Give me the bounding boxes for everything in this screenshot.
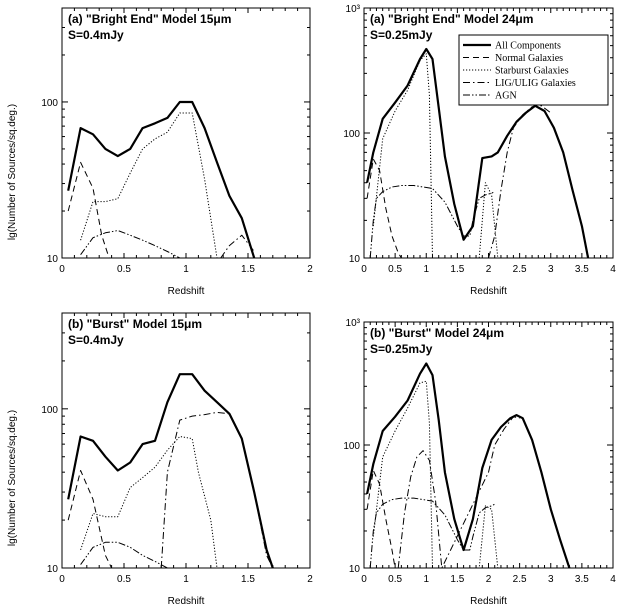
y-tick-label: 100 [343, 129, 360, 140]
series-line-normal-galaxies [366, 158, 402, 258]
x-tick-label: 4 [610, 264, 616, 275]
x-tick-label: 3 [548, 264, 554, 275]
series-line-agn [369, 185, 495, 258]
series-line-agn [80, 230, 181, 258]
legend-label-lig-ulig-galaxies: LIG/ULIG Galaxies [495, 78, 576, 89]
legend-label-agn: AGN [495, 91, 517, 102]
ylabel-top: lg(Number of Sources/sq.deg.) [7, 104, 18, 240]
x-tick-label: 3.5 [575, 574, 589, 585]
x-axis-label: Redshift [470, 596, 507, 607]
series-line-starburst-galaxies [372, 380, 499, 568]
x-tick-label: 2 [486, 264, 492, 275]
panel-subtitle: S=0.25mJy [370, 342, 433, 356]
x-tick-label: 0.5 [388, 264, 402, 275]
panel-subtitle: S=0.4mJy [68, 333, 124, 347]
y-tick-label: 100 [41, 405, 58, 416]
plot-frame [61, 312, 311, 569]
x-tick-label: 2 [307, 264, 313, 275]
chart-panel-3: 0 0.5 1 1.5 2 10 100 Redshift (b) "Burst" Model … [41, 312, 313, 607]
x-tick-label: 1 [423, 574, 429, 585]
x-tick-label: 3.5 [575, 264, 589, 275]
series-line-normal-galaxies [67, 161, 110, 258]
x-tick-label: 0 [361, 264, 367, 275]
y-tick-label: 10 [47, 254, 59, 265]
series-line-starburst-galaxies [80, 112, 218, 258]
x-tick-label: 1.5 [241, 264, 255, 275]
x-tick-label: 0.5 [117, 574, 131, 585]
legend-label-normal-galaxies: Normal Galaxies [495, 53, 563, 64]
series-line-lig-ulig-galaxies [160, 411, 274, 568]
x-tick-label: 1.5 [450, 574, 464, 585]
x-tick-label: 2 [486, 574, 492, 585]
series-line-all-components [366, 47, 590, 258]
panel-subtitle: S=0.4mJy [68, 28, 124, 42]
panel-title: (a) "Bright End" Model 15μm [68, 12, 231, 26]
series-line-agn [80, 541, 168, 568]
x-tick-label: 4 [610, 574, 616, 585]
panel-subtitle: S=0.25mJy [370, 28, 433, 42]
legend-label-all-components: All Components [495, 41, 561, 52]
y-tick-label: 10 [47, 564, 59, 575]
x-axis-label: Redshift [168, 286, 205, 297]
x-tick-label: 1 [423, 264, 429, 275]
x-axis-label: Redshift [470, 286, 507, 297]
x-tick-label: 2 [307, 574, 313, 585]
plot-frame [363, 321, 614, 569]
panel-title: (b) "Burst" Model 15μm [68, 317, 202, 331]
y-tick-label: 10³ [346, 4, 361, 15]
legend-label-starburst-galaxies: Starburst Galaxies [495, 66, 569, 77]
series-line-lig-ulig-galaxies [397, 416, 520, 568]
x-tick-label: 2.5 [513, 264, 527, 275]
x-axis-label: Redshift [168, 596, 205, 607]
series-line-normal-galaxies [366, 470, 396, 568]
y-tick-label: 10³ [346, 318, 361, 329]
x-tick-label: 0 [361, 574, 367, 585]
series-line-all-components [67, 373, 274, 568]
x-tick-label: 1.5 [450, 264, 464, 275]
panel-title: (b) "Burst" Model 24μm [370, 326, 504, 340]
x-tick-label: 1 [183, 574, 189, 585]
x-tick-label: 0.5 [388, 574, 402, 585]
x-tick-label: 0 [59, 574, 65, 585]
series-line-all-components [366, 362, 571, 568]
chart-panel-4: 0 0.5 1 1.5 2 2.5 3 3.5 4 10 100 10³ Redshift (b) "Bu… [343, 318, 616, 607]
series-line-starburst-galaxies [80, 436, 218, 568]
y-tick-label: 10 [349, 254, 361, 265]
x-tick-label: 2.5 [513, 574, 527, 585]
series-line-starburst-galaxies [372, 53, 499, 258]
x-tick-label: 0.5 [117, 264, 131, 275]
ylabel-bottom: lg(Number of Sources/sq.deg.) [7, 410, 18, 546]
y-tick-label: 10 [349, 564, 361, 575]
panel-title: (a) "Bright End" Model 24μm [370, 12, 533, 26]
legend-box [458, 34, 609, 106]
series-line-all-components [67, 100, 256, 258]
x-tick-label: 3 [548, 574, 554, 585]
series-line-normal-galaxies [67, 470, 113, 568]
x-tick-label: 1.5 [241, 574, 255, 585]
y-tick-label: 100 [343, 441, 360, 452]
x-tick-label: 0 [59, 264, 65, 275]
chart-panel-1: 0 0.5 1 1.5 2 10 100 Redshift (a) "Bright End" M… [41, 7, 313, 297]
series-line-agn [369, 497, 495, 568]
y-tick-label: 100 [41, 98, 58, 109]
series-line-lig-ulig-galaxies [488, 105, 552, 258]
chart-panel-2: 0 0.5 1 1.5 2 2.5 3 3.5 4 10 100 10³ Redshift (a) "Br… [343, 4, 616, 297]
x-tick-label: 1 [183, 264, 189, 275]
